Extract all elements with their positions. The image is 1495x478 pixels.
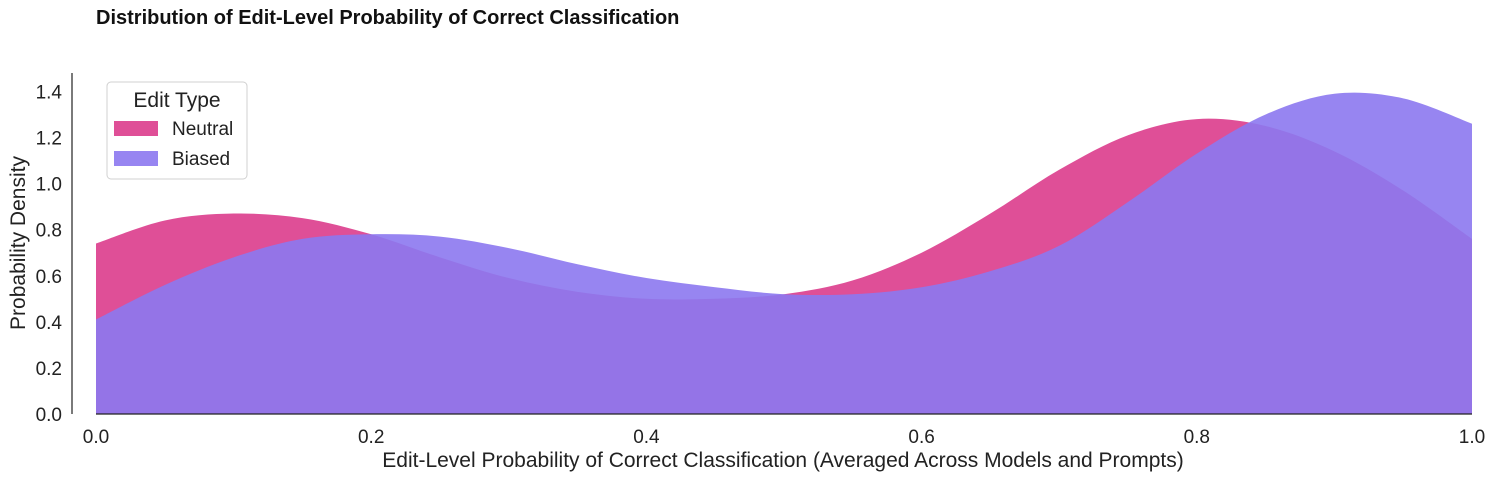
x-tick-label: 0.6 — [908, 427, 934, 448]
legend: Edit Type Neutral Biased — [106, 81, 248, 180]
legend-swatch-biased — [114, 151, 158, 166]
y-tick-label: 0.4 — [36, 313, 63, 334]
density-area-biased — [96, 92, 1472, 414]
legend-label-neutral: Neutral — [172, 119, 233, 140]
legend-swatch-neutral — [114, 121, 158, 136]
y-axis-label: Probability Density — [7, 156, 30, 330]
legend-title: Edit Type — [133, 89, 220, 112]
y-tick-label: 0.2 — [36, 359, 62, 380]
y-tick-label: 0.6 — [36, 267, 62, 288]
y-tick-label: 0.0 — [36, 405, 62, 426]
y-tick-label: 1.2 — [36, 129, 62, 150]
x-tick-labels: 0.0 0.2 0.4 0.6 0.8 1.0 — [83, 427, 1485, 448]
y-tick-label: 1.0 — [36, 175, 62, 196]
x-tick-label: 0.8 — [1184, 427, 1210, 448]
x-tick-label: 0.4 — [633, 427, 660, 448]
chart-title: Distribution of Edit-Level Probability o… — [96, 7, 679, 29]
y-tick-label: 1.4 — [36, 82, 63, 103]
legend-label-biased: Biased — [172, 149, 230, 170]
x-tick-label: 0.0 — [83, 427, 109, 448]
density-areas — [96, 92, 1472, 415]
x-tick-label: 1.0 — [1459, 427, 1485, 448]
x-tick-label: 0.2 — [358, 427, 384, 448]
x-axis-label: Edit-Level Probability of Correct Classi… — [382, 449, 1183, 472]
y-tick-label: 0.8 — [36, 221, 62, 242]
y-tick-labels: 0.0 0.2 0.4 0.6 0.8 1.0 1.2 1.4 — [36, 82, 63, 426]
